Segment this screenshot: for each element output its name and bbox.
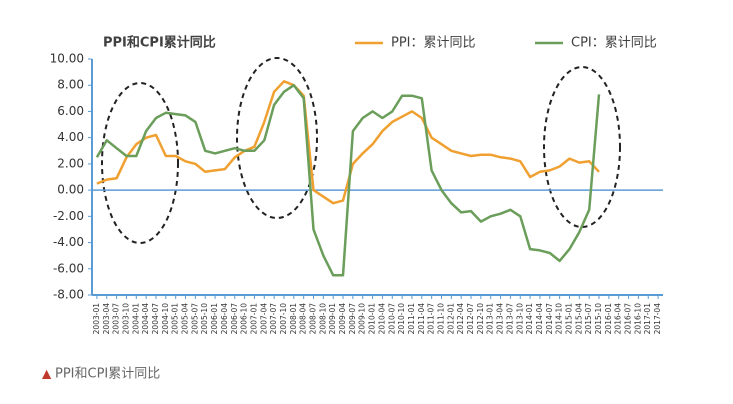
y-tick-label: -4.00 [53, 235, 84, 249]
x-tick-label: 2009-01 [328, 303, 337, 335]
x-tick-label: 2011-10 [436, 303, 445, 335]
x-tick-label: 2010-10 [397, 303, 406, 335]
legend-label: PPI：累计同比 [391, 36, 476, 51]
x-tick-label: 2012-10 [476, 303, 485, 335]
y-tick-label: 6.00 [57, 104, 84, 118]
x-tick-label: 2007-04 [259, 303, 268, 335]
y-tick-label: -8.00 [53, 288, 84, 302]
x-tick-label: 2006-07 [230, 303, 239, 335]
x-tick-label: 2004-10 [161, 303, 170, 335]
ellipse [236, 57, 318, 219]
x-tick-label: 2014-04 [535, 303, 544, 335]
ellipse [543, 66, 621, 228]
x-tick-label: 2004-07 [151, 303, 160, 335]
x-tick-label: 2006-01 [210, 303, 219, 335]
x-tick-label: 2015-04 [574, 303, 583, 335]
x-tick-label: 2014-07 [545, 303, 554, 335]
x-tick-label: 2008-10 [318, 303, 327, 335]
x-tick-label: 2010-07 [387, 303, 396, 335]
x-tick-label: 2015-01 [564, 303, 573, 335]
x-tick-label: 2015-10 [594, 303, 603, 335]
x-tick-label: 2005-01 [171, 303, 180, 335]
x-tick-label: 2003-01 [92, 303, 101, 335]
x-tick-label: 2011-01 [407, 303, 416, 335]
caption: PPI和CPI累计同比 [55, 367, 160, 382]
series-line [95, 83, 601, 277]
caption-marker: ▲ [42, 367, 52, 381]
x-tick-label: 2012-04 [456, 303, 465, 335]
x-tick-label: 2009-10 [358, 303, 367, 335]
x-tick-label: 2003-04 [102, 303, 111, 335]
x-tick-label: 2012-07 [466, 303, 475, 335]
chart-title: PPI和CPI累计同比 [103, 35, 216, 51]
x-tick-label: 2008-01 [289, 303, 298, 335]
y-tick-label: 0.00 [57, 183, 84, 197]
x-tick-label: 2004-04 [141, 303, 150, 335]
x-tick-label: 2016-07 [624, 303, 633, 335]
x-tick-label: 2013-01 [486, 303, 495, 335]
y-tick-label: 10.00 [50, 52, 84, 66]
x-tick-label: 2003-07 [112, 303, 121, 335]
x-tick-label: 2012-01 [446, 303, 455, 335]
x-tick-label: 2014-01 [525, 303, 534, 335]
x-tick-label: 2014-10 [555, 303, 564, 335]
y-tick-label: 8.00 [57, 78, 84, 92]
x-tick-label: 2005-07 [190, 303, 199, 335]
x-tick-label: 2017-04 [653, 303, 662, 335]
legend-label: CPI：累计同比 [571, 36, 657, 51]
y-tick-label: 4.00 [57, 130, 84, 144]
x-tick-label: 2011-07 [427, 303, 436, 335]
x-tick-label: 2005-10 [200, 303, 209, 335]
y-tick-label: 2.00 [57, 156, 84, 170]
x-tick-label: 2011-04 [417, 303, 426, 335]
x-tick-label: 2006-10 [240, 303, 249, 335]
ellipse [101, 82, 179, 244]
annotation-ellipses [101, 57, 621, 244]
x-tick-label: 2007-07 [269, 303, 278, 335]
x-tick-label: 2016-01 [604, 303, 613, 335]
x-tick-label: 2007-01 [249, 303, 258, 335]
y-tick-label: -6.00 [53, 261, 84, 275]
x-tick-label: 2013-10 [515, 303, 524, 335]
x-tick-label: 2010-04 [377, 303, 386, 335]
x-tick-label: 2003-10 [121, 303, 130, 335]
x-tick-label: 2009-04 [338, 303, 347, 335]
x-tick-label: 2008-07 [309, 303, 318, 335]
x-tick-label: 2005-04 [181, 303, 190, 335]
series-line [96, 80, 600, 205]
x-tick-label: 2010-01 [368, 303, 377, 335]
x-tick-label: 2017-01 [643, 303, 652, 335]
x-tick-label: 2009-07 [348, 303, 357, 335]
x-tick-label: 2016-10 [633, 303, 642, 335]
x-tick-label: 2007-10 [279, 303, 288, 335]
x-tick-label: 2013-07 [505, 303, 514, 335]
y-tick-label: -2.00 [53, 209, 84, 223]
x-tick-label: 2015-07 [584, 303, 593, 335]
x-tick-label: 2004-01 [131, 303, 140, 335]
x-tick-label: 2008-04 [299, 303, 308, 335]
x-tick-label: 2013-04 [496, 303, 505, 335]
x-tick-label: 2016-04 [614, 303, 623, 335]
x-tick-label: 2006-04 [220, 303, 229, 335]
